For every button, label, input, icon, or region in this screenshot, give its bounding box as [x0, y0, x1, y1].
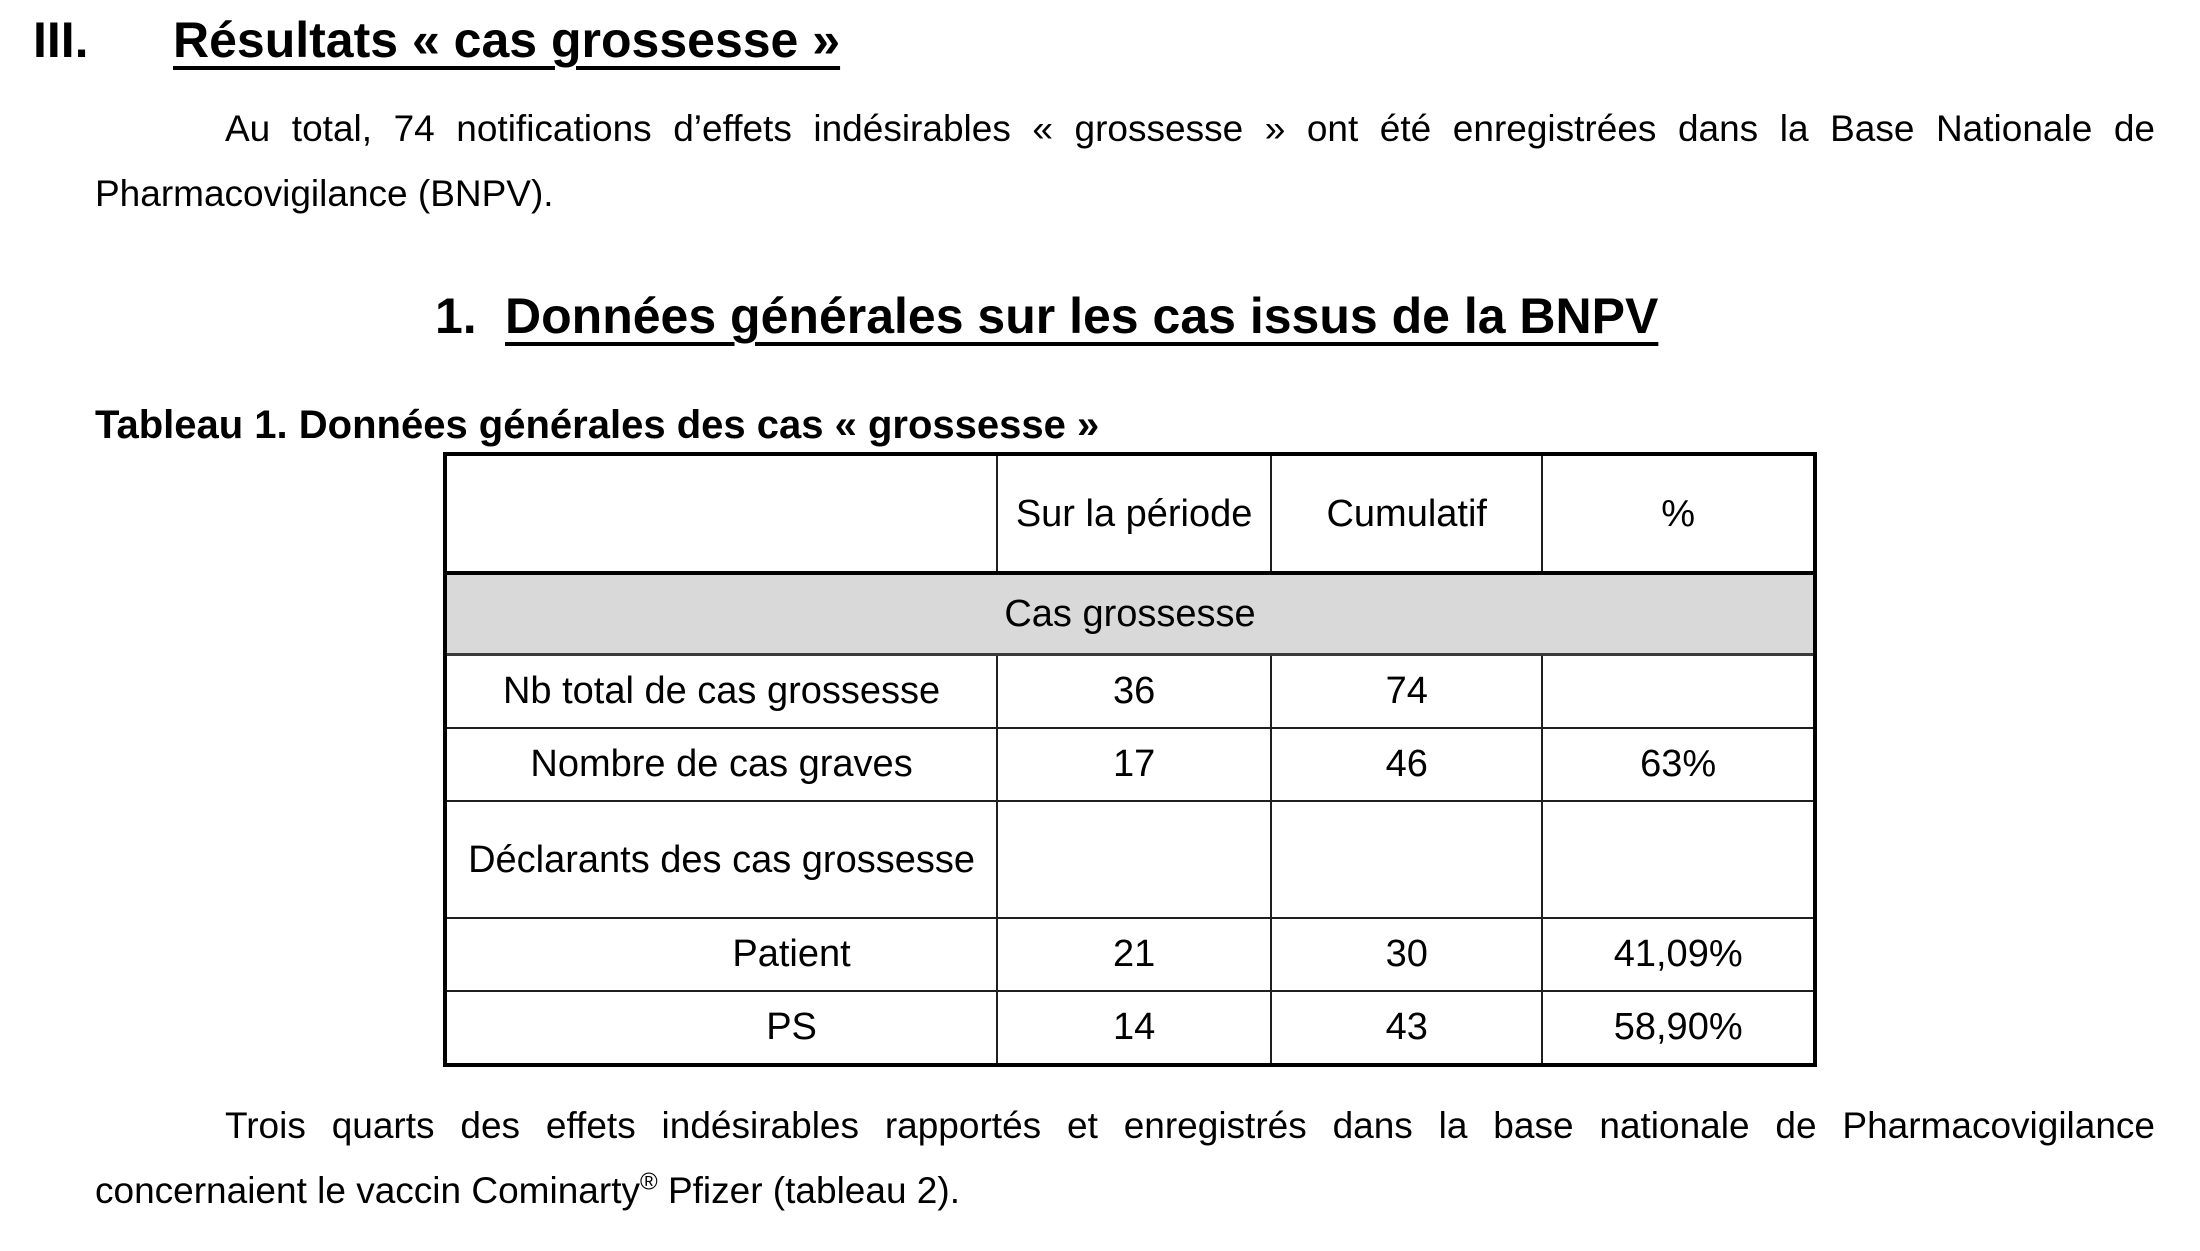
section-number: III.: [33, 12, 89, 68]
periode-value-cell: 14: [996, 990, 1273, 1066]
subsection-title: Données générales sur les cas issus de l…: [505, 288, 1659, 344]
table-row: Nb total de cas grossesse 36 74: [443, 653, 1816, 729]
row-label-cell: Nombre de cas graves: [443, 727, 999, 802]
row-label-cell: Nb total de cas grossesse: [443, 653, 999, 729]
conclusion-text-end: Pfizer (tableau 2).: [657, 1170, 960, 1211]
document-page: III. Résultats « cas grossesse » Au tota…: [0, 10, 2200, 1251]
col-header-empty: [443, 453, 999, 575]
row-label-cell: Patient: [443, 917, 999, 992]
data-table: Sur la période Cumulatif % Cas grossesse…: [443, 452, 1817, 1067]
cumulatif-value-cell: 30: [1270, 917, 1544, 992]
cumulatif-value-cell: 46: [1270, 727, 1544, 802]
table-header-row: Sur la période Cumulatif %: [443, 453, 1816, 575]
col-header-pct: %: [1541, 453, 1816, 575]
section-heading: III. Résultats « cas grossesse »: [33, 10, 2200, 70]
intro-paragraph: Au total, 74 notifications d’effets indé…: [95, 108, 2155, 214]
cumulatif-value-cell: [1270, 800, 1544, 919]
table-row: Déclarants des cas grossesse: [443, 800, 1816, 919]
periode-value-cell: 17: [996, 727, 1273, 802]
cumulatif-value-cell: 43: [1270, 990, 1544, 1066]
conclusion-paragraph: Trois quarts des effets indésirables rap…: [95, 1093, 2155, 1223]
periode-value-cell: 36: [996, 653, 1273, 729]
table-row: Patient 21 30 41,09%: [443, 917, 1816, 992]
registered-trademark-symbol: ®: [639, 1168, 658, 1196]
subsection-number: 1.: [435, 288, 477, 344]
row-label-cell: PS: [443, 990, 999, 1066]
pct-value-cell: [1541, 800, 1816, 919]
section-title: Résultats « cas grossesse »: [173, 12, 841, 68]
row-label-cell: Déclarants des cas grossesse: [443, 800, 999, 919]
pct-value-cell: 58,90%: [1541, 990, 1816, 1066]
col-header-periode: Sur la période: [996, 453, 1273, 575]
conclusion-text-start: Trois quarts des effets indésirables rap…: [95, 1105, 2155, 1211]
col-header-cumulatif: Cumulatif: [1270, 453, 1544, 575]
subsection-heading: 1. Données générales sur les cas issus d…: [435, 286, 2200, 346]
section-row-label: Cas grossesse: [444, 571, 1816, 656]
periode-value-cell: 21: [996, 917, 1273, 992]
pct-value-cell: 41,09%: [1541, 917, 1816, 992]
pct-value-cell: [1541, 653, 1816, 729]
table-section-row: Cas grossesse: [444, 571, 1816, 656]
cumulatif-value-cell: 74: [1270, 653, 1544, 729]
pct-value-cell: 63%: [1541, 727, 1816, 802]
periode-value-cell: [996, 800, 1273, 919]
table-row: Nombre de cas graves 17 46 63%: [443, 727, 1816, 802]
table-row: PS 14 43 58,90%: [443, 990, 1816, 1066]
table-caption: Tableau 1. Données générales des cas « g…: [95, 403, 1100, 447]
